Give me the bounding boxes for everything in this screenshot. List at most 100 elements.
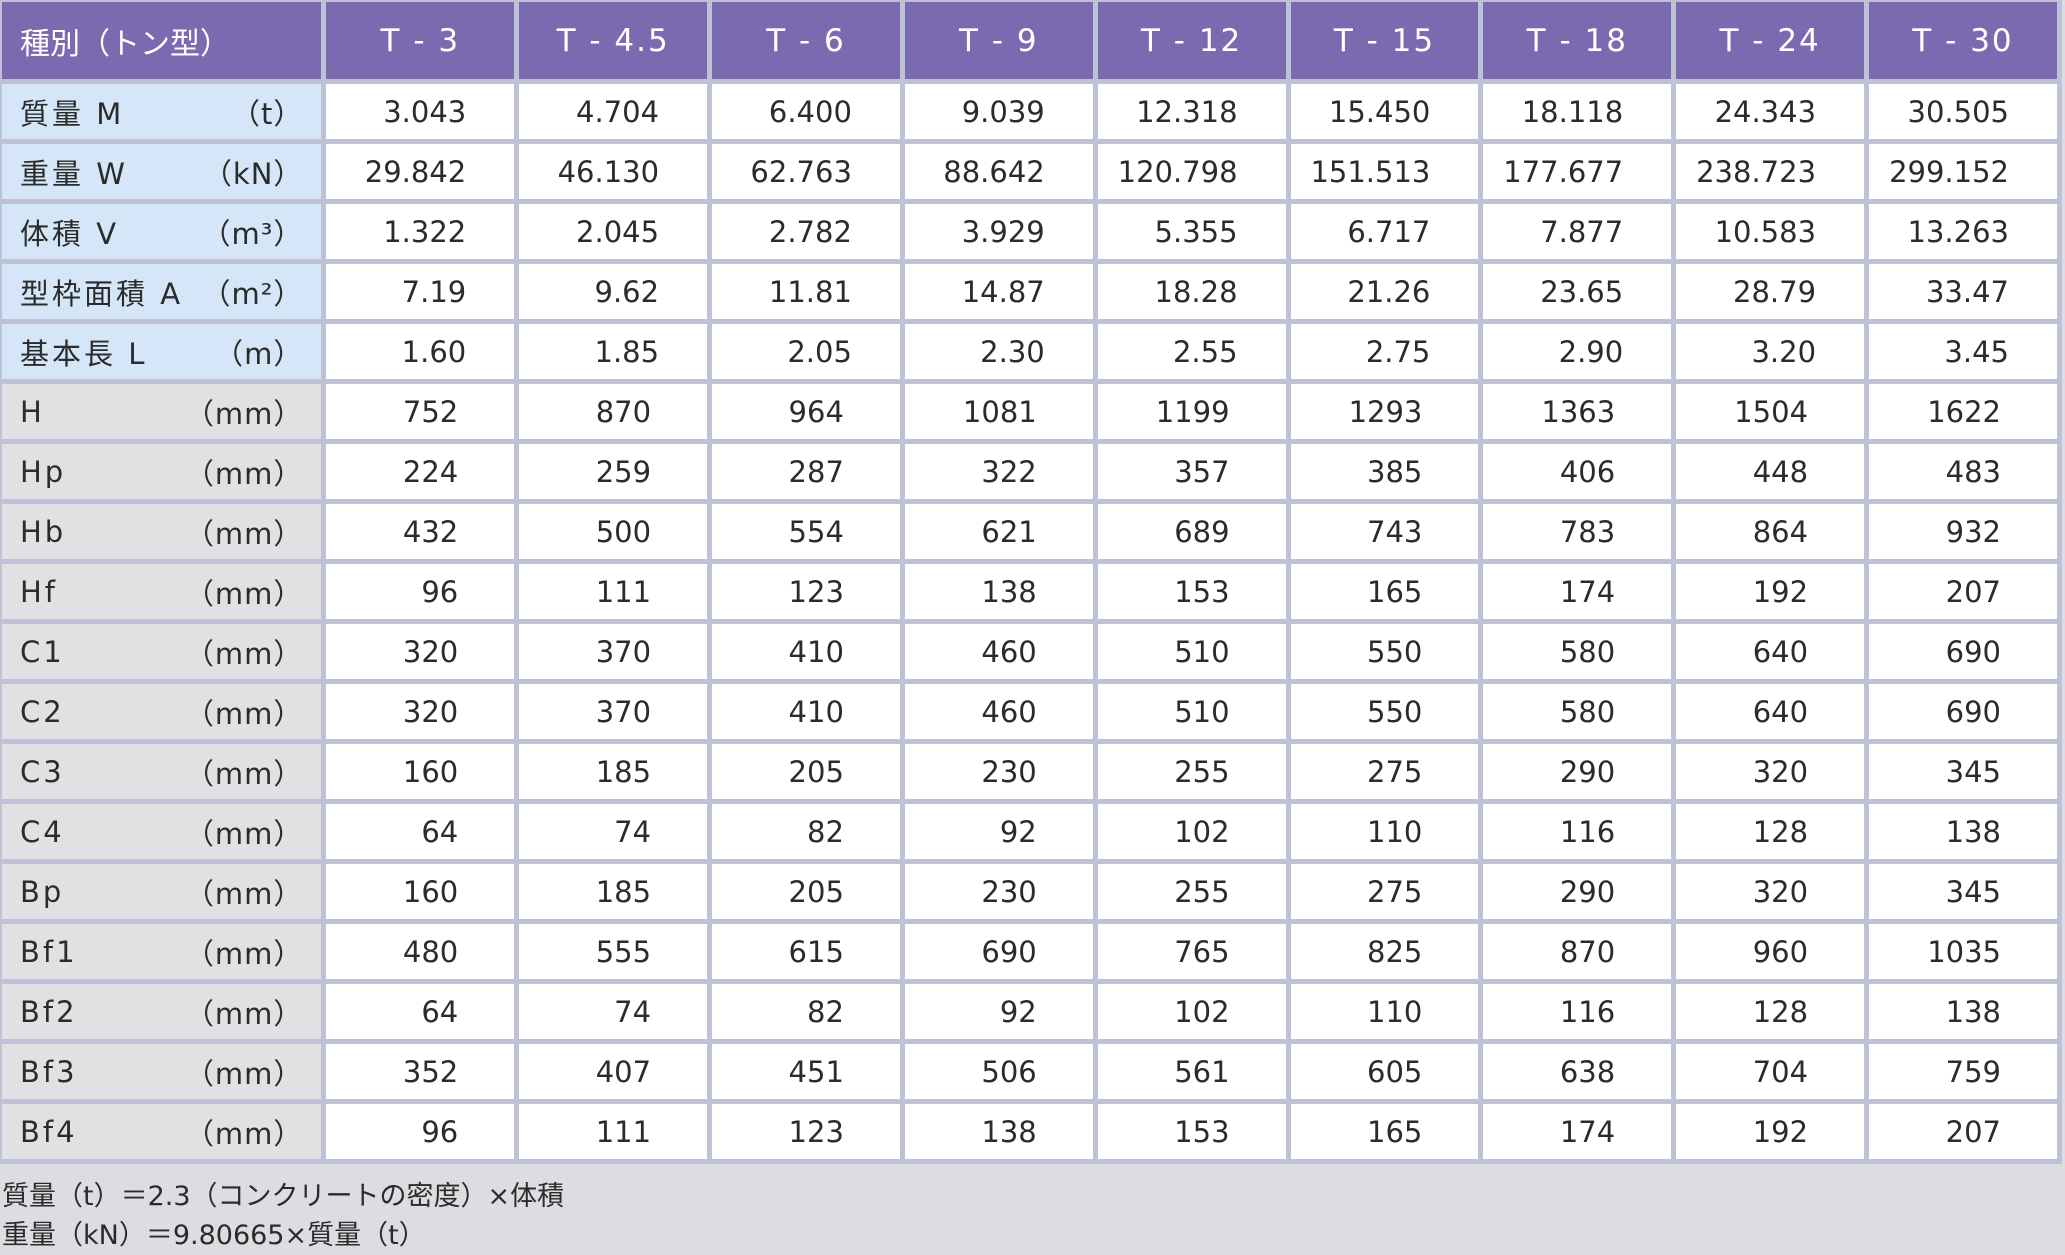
table-row: H （mm） 752 870 964 1081 1199 1293 1363 1504 1622 <box>2 384 2057 439</box>
row-unit: （kN） <box>202 156 304 191</box>
row-name: Bf4 <box>20 1114 78 1149</box>
table-cell: 9.039 <box>904 84 1093 139</box>
table-cell: 561 <box>1097 1044 1286 1099</box>
table-cell: 92 <box>904 984 1093 1039</box>
table-cell: 615 <box>712 924 900 979</box>
table-cell: 451 <box>712 1044 900 1099</box>
table-cell: 640 <box>1676 684 1865 739</box>
table-cell: 14.87 <box>904 264 1093 319</box>
table-cell: 205 <box>712 864 900 919</box>
table-cell: 205 <box>712 744 900 799</box>
row-name: C1 <box>20 634 65 669</box>
table-cell: 160 <box>326 864 515 919</box>
table-cell: 165 <box>1290 564 1479 619</box>
table-row: 質量 M （t） 3.043 4.704 6.400 9.039 12.318 15.450 1… <box>2 84 2057 139</box>
table-cell: 320 <box>1676 744 1865 799</box>
table-cell: 21.26 <box>1290 264 1479 319</box>
table-cell: 62.763 <box>712 144 900 199</box>
row-label: Bf2 （mm） <box>2 984 322 1039</box>
table-cell: 932 <box>1869 504 2057 559</box>
table-cell: 116 <box>1483 984 1672 1039</box>
table-cell: 322 <box>904 444 1093 499</box>
row-unit: （mm） <box>184 456 304 491</box>
column-header: T - 6 <box>712 2 900 79</box>
table-row: 重量 W （kN） 29.842 46.130 62.763 88.642 120.798 1… <box>2 144 2057 199</box>
row-name: C4 <box>20 814 65 849</box>
table-cell: 690 <box>904 924 1093 979</box>
table-cell: 864 <box>1676 504 1865 559</box>
table-cell: 192 <box>1676 1104 1865 1159</box>
table-cell: 448 <box>1676 444 1865 499</box>
row-label: C1 （mm） <box>2 624 322 679</box>
table-cell: 345 <box>1869 864 2057 919</box>
table-cell: 7.19 <box>326 264 515 319</box>
table-cell: 9.62 <box>519 264 708 319</box>
table-cell: 550 <box>1290 624 1479 679</box>
row-name: Bp <box>20 874 65 909</box>
header-row: 種別（トン型） T - 3 T - 4.5 T - 6 T - 9 T - 12… <box>2 2 2057 79</box>
table-cell: 138 <box>1869 984 2057 1039</box>
table-cell: 2.045 <box>519 204 708 259</box>
table-cell: 110 <box>1290 984 1479 1039</box>
table-cell: 370 <box>519 684 708 739</box>
row-unit: （m） <box>214 336 304 371</box>
row-unit: （mm） <box>184 1116 304 1151</box>
table-cell: 151.513 <box>1290 144 1479 199</box>
table-cell: 82 <box>712 804 900 859</box>
table-row: Hf （mm） 96 111 123 138 153 165 174 192 207 <box>2 564 2057 619</box>
table-cell: 783 <box>1483 504 1672 559</box>
table-cell: 689 <box>1097 504 1286 559</box>
table-cell: 255 <box>1097 864 1286 919</box>
table-cell: 29.842 <box>326 144 515 199</box>
row-unit: （m²） <box>201 276 304 311</box>
table-cell: 743 <box>1290 504 1479 559</box>
column-header: T - 9 <box>904 2 1093 79</box>
spec-table: 種別（トン型） T - 3 T - 4.5 T - 6 T - 9 T - 12… <box>0 0 2062 1164</box>
table-cell: 111 <box>519 564 708 619</box>
table-cell: 13.263 <box>1869 204 2057 259</box>
table-cell: 704 <box>1676 1044 1865 1099</box>
table-cell: 1.85 <box>519 324 708 379</box>
table-cell: 320 <box>326 684 515 739</box>
table-cell: 460 <box>904 684 1093 739</box>
table-row: Hp （mm） 224 259 287 322 357 385 406 448 483 <box>2 444 2057 499</box>
row-name: Bf1 <box>20 934 78 969</box>
table-cell: 185 <box>519 744 708 799</box>
column-header: T - 12 <box>1097 2 1286 79</box>
table-cell: 352 <box>326 1044 515 1099</box>
table-cell: 138 <box>1869 804 2057 859</box>
table-cell: 123 <box>712 564 900 619</box>
table-cell: 960 <box>1676 924 1865 979</box>
table-cell: 96 <box>326 564 515 619</box>
table-cell: 483 <box>1869 444 2057 499</box>
table-cell: 120.798 <box>1097 144 1286 199</box>
row-unit: （mm） <box>184 696 304 731</box>
table-cell: 1.322 <box>326 204 515 259</box>
row-unit: （mm） <box>184 936 304 971</box>
table-row: Bp （mm） 160 185 205 230 255 275 290 320 345 <box>2 864 2057 919</box>
table-cell: 28.79 <box>1676 264 1865 319</box>
table-cell: 410 <box>712 684 900 739</box>
table-cell: 138 <box>904 564 1093 619</box>
table-cell: 24.343 <box>1676 84 1865 139</box>
row-label: 体積 V （m³） <box>2 204 322 259</box>
table-cell: 3.45 <box>1869 324 2057 379</box>
table-cell: 207 <box>1869 1104 2057 1159</box>
table-cell: 357 <box>1097 444 1286 499</box>
table-cell: 550 <box>1290 684 1479 739</box>
table-cell: 23.65 <box>1483 264 1672 319</box>
table-row: C1 （mm） 320 370 410 460 510 550 580 640 690 <box>2 624 2057 679</box>
table-cell: 88.642 <box>904 144 1093 199</box>
table-cell: 370 <box>519 624 708 679</box>
table-cell: 160 <box>326 744 515 799</box>
column-header: T - 15 <box>1290 2 1479 79</box>
row-label: Bf1 （mm） <box>2 924 322 979</box>
table-row: Bf3 （mm） 352 407 451 506 561 605 638 704 759 <box>2 1044 2057 1099</box>
table-cell: 230 <box>904 744 1093 799</box>
table-cell: 765 <box>1097 924 1286 979</box>
table-cell: 153 <box>1097 1104 1286 1159</box>
row-label: Hp （mm） <box>2 444 322 499</box>
table-cell: 752 <box>326 384 515 439</box>
table-cell: 1.60 <box>326 324 515 379</box>
